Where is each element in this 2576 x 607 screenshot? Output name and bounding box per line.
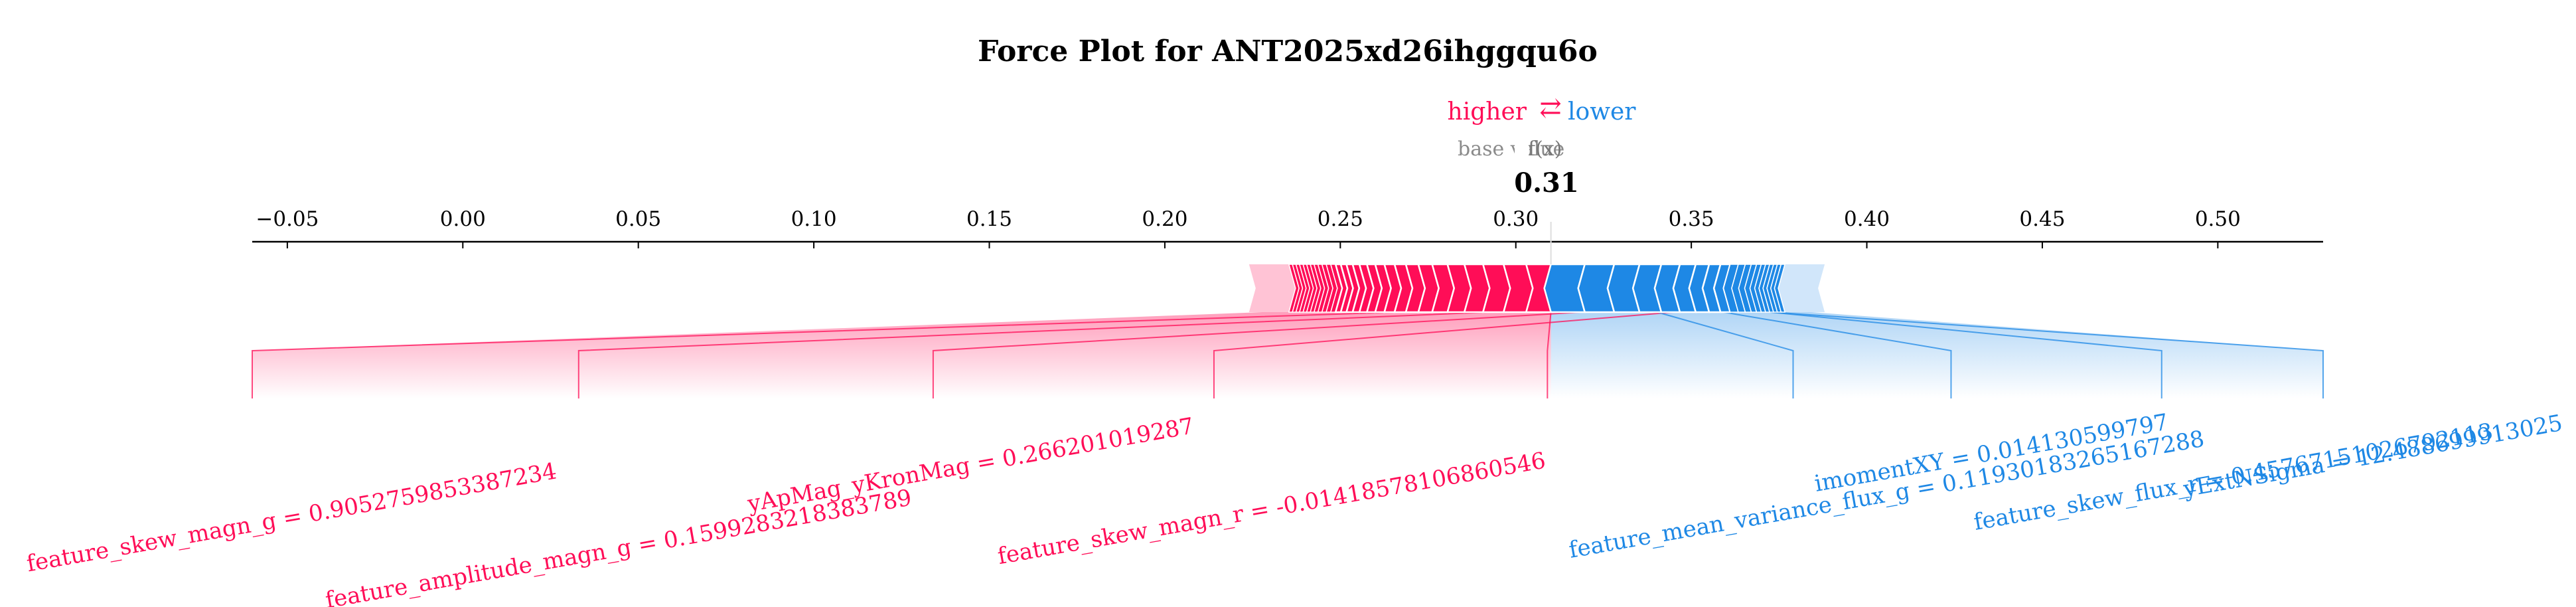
- x-axis-ticks: −0.05 0.00 0.05 0.10 0.15 0.20 0.25 0.30 0.35 0.4…: [256, 207, 2241, 248]
- x-tick-label: 0.20: [1142, 207, 1187, 231]
- lower-connector-line: [1657, 311, 1794, 398]
- higher-connector-line: [1213, 311, 1674, 398]
- fx-label: f(x): [1528, 137, 1562, 161]
- lower-bar-tail: [1778, 264, 1825, 312]
- legend-arrows-icon: ⇄: [1539, 93, 1562, 124]
- higher-connector-line: [1547, 311, 1552, 398]
- x-tick-label: 0.15: [966, 207, 1012, 231]
- x-tick-label: 0.25: [1318, 207, 1363, 231]
- lower-connector-fill: [1551, 312, 2323, 398]
- higher-connector-line: [932, 311, 1581, 398]
- output-value-label: 0.31: [1514, 167, 1578, 199]
- chart-title: Force Plot for ANT2025xd26ihggqu6o: [978, 35, 1598, 68]
- higher-feature-label: feature_skew_magn_r = -0.014185781068605…: [996, 447, 1548, 570]
- legend-lower-label: lower: [1568, 98, 1636, 126]
- higher-feature-label: yApMag_yKronMag = 0.266201019287: [745, 412, 1195, 517]
- legend-label-mask: [1515, 137, 1529, 161]
- x-tick-label: 0.10: [791, 207, 837, 231]
- higher-bar-tail: [1249, 264, 1296, 312]
- x-tick-label: 0.05: [615, 207, 661, 231]
- force-bars: [1249, 222, 1825, 313]
- lower-connector-line: [1723, 311, 1952, 398]
- legend-higher-label: higher: [1448, 98, 1527, 126]
- feature-labels: feature_skew_magn_g = 0.9052759853387234…: [25, 409, 2564, 607]
- lower-feature-label: yExtNSigma = 12.488699913025: [2181, 410, 2565, 503]
- x-tick-label: −0.05: [256, 207, 319, 231]
- base-value-label: base value: [1458, 137, 1564, 161]
- x-tick-label: 0.40: [1844, 207, 1890, 231]
- x-tick-label: 0.35: [1669, 207, 1714, 231]
- lower-connector-line: [1772, 311, 2324, 398]
- higher-feature-label: feature_skew_magn_g = 0.9052759853387234: [25, 458, 558, 577]
- higher-connector-line: [577, 311, 1488, 398]
- lower-force-segment: [1774, 264, 1786, 313]
- lower-connector-line: [1770, 311, 2162, 398]
- chart-legend: higher ⇄ lower base value f(x): [1448, 93, 1636, 161]
- higher-connector-line: [252, 311, 1395, 398]
- legend-label-mask: [1573, 137, 1606, 161]
- x-tick-label: 0.50: [2195, 207, 2241, 231]
- x-tick-label: 0.45: [2019, 207, 2065, 231]
- x-tick-label: 0.00: [440, 207, 486, 231]
- x-tick-label: 0.30: [1493, 207, 1539, 231]
- feature-connectors: [252, 311, 2324, 398]
